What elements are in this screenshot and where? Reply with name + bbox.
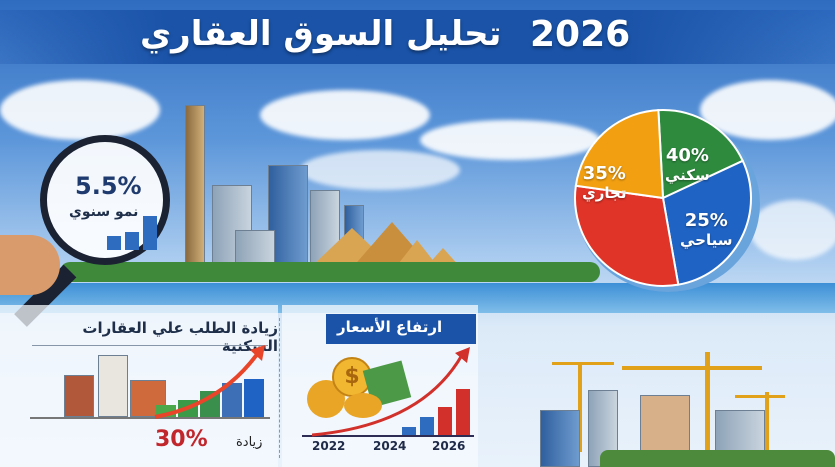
- page-title: تحليل السوق العقاري: [140, 14, 502, 54]
- hand: [0, 235, 60, 295]
- pie-slice-other: [574, 184, 680, 287]
- prices-title: ارتفاع الأسعار: [337, 318, 443, 336]
- growth-label: نمو سنوي: [69, 204, 139, 220]
- pie-slice-residential: [657, 109, 745, 200]
- demand-title: زيادة الطلب علي العقارات السكنية: [82, 319, 278, 355]
- demand-increase-value: 30%: [155, 427, 208, 452]
- pie-label-tourism: 25% سياحي: [680, 210, 733, 249]
- magnifier-growth: 5.5% نمو سنوي: [40, 135, 170, 265]
- demand-panel: زيادة الطلب علي العقارات السكنية 30% زيا…: [0, 305, 278, 467]
- title-year: 2026: [530, 14, 631, 55]
- demand-increase-label: زيادة: [236, 435, 263, 450]
- year-2026: 2026: [432, 439, 466, 453]
- pie-slice-tourism: [661, 159, 752, 286]
- pie-label-residential: 40% سكني: [665, 145, 710, 184]
- pie-label-commercial: 35% تجاري: [582, 163, 627, 202]
- year-2022: 2022: [312, 439, 346, 453]
- prices-panel: ارتفاع الأسعار $ 2022 2024 2026: [282, 305, 478, 467]
- pie-slice-commercial: [574, 109, 665, 200]
- year-2024: 2024: [373, 439, 407, 453]
- market-share-pie: [574, 109, 760, 292]
- divider: [279, 318, 280, 458]
- growth-value: 5.5%: [75, 172, 142, 200]
- title-banner: [0, 10, 835, 64]
